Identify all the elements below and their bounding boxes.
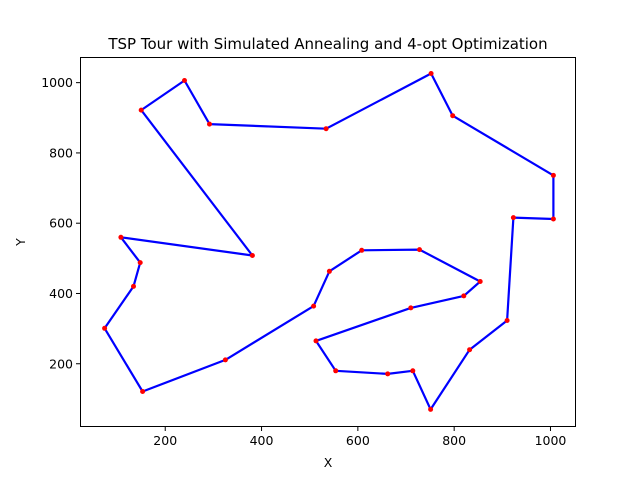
city-point xyxy=(333,368,339,374)
y-tick-label: 600 xyxy=(49,216,73,231)
city-point xyxy=(137,260,143,266)
city-point xyxy=(410,368,416,374)
x-tick-label: 1000 xyxy=(535,433,567,448)
city-point xyxy=(504,318,510,323)
city-point xyxy=(450,113,456,119)
city-point xyxy=(385,371,391,377)
city-point xyxy=(417,247,422,253)
city-point xyxy=(249,253,255,258)
tour-line xyxy=(103,72,555,411)
city-point xyxy=(408,305,414,311)
y-tick-label: 400 xyxy=(49,286,73,301)
city-point xyxy=(428,71,434,76)
city-point xyxy=(311,303,317,309)
city-point xyxy=(477,279,483,284)
city-point xyxy=(359,247,365,253)
y-tick-label: 1000 xyxy=(41,75,73,90)
city-point xyxy=(326,268,332,274)
x-tick-label: 800 xyxy=(442,433,466,448)
city-point xyxy=(131,283,136,289)
city-point xyxy=(510,215,516,221)
city-point xyxy=(102,325,108,331)
plot-frame xyxy=(80,57,576,427)
city-point xyxy=(323,126,329,132)
x-tick-label: 200 xyxy=(153,433,177,448)
city-point xyxy=(428,406,434,412)
city-point xyxy=(550,216,556,222)
city-point xyxy=(550,172,556,178)
city-point xyxy=(467,347,473,353)
x-axis-label: X xyxy=(324,455,333,470)
city-point xyxy=(118,234,124,240)
city-point xyxy=(313,338,319,344)
city-point xyxy=(138,107,144,113)
y-tick-label: 800 xyxy=(49,145,73,160)
y-tick-label: 200 xyxy=(49,356,73,371)
city-point xyxy=(222,357,228,363)
city-point xyxy=(461,293,467,299)
city-point xyxy=(140,389,146,394)
chart-title: TSP Tour with Simulated Annealing and 4-… xyxy=(107,35,547,53)
city-point xyxy=(182,78,187,83)
y-axis-label: Y xyxy=(13,238,28,247)
city-point xyxy=(207,121,212,127)
x-tick-label: 600 xyxy=(346,433,370,448)
x-tick-label: 400 xyxy=(250,433,274,448)
